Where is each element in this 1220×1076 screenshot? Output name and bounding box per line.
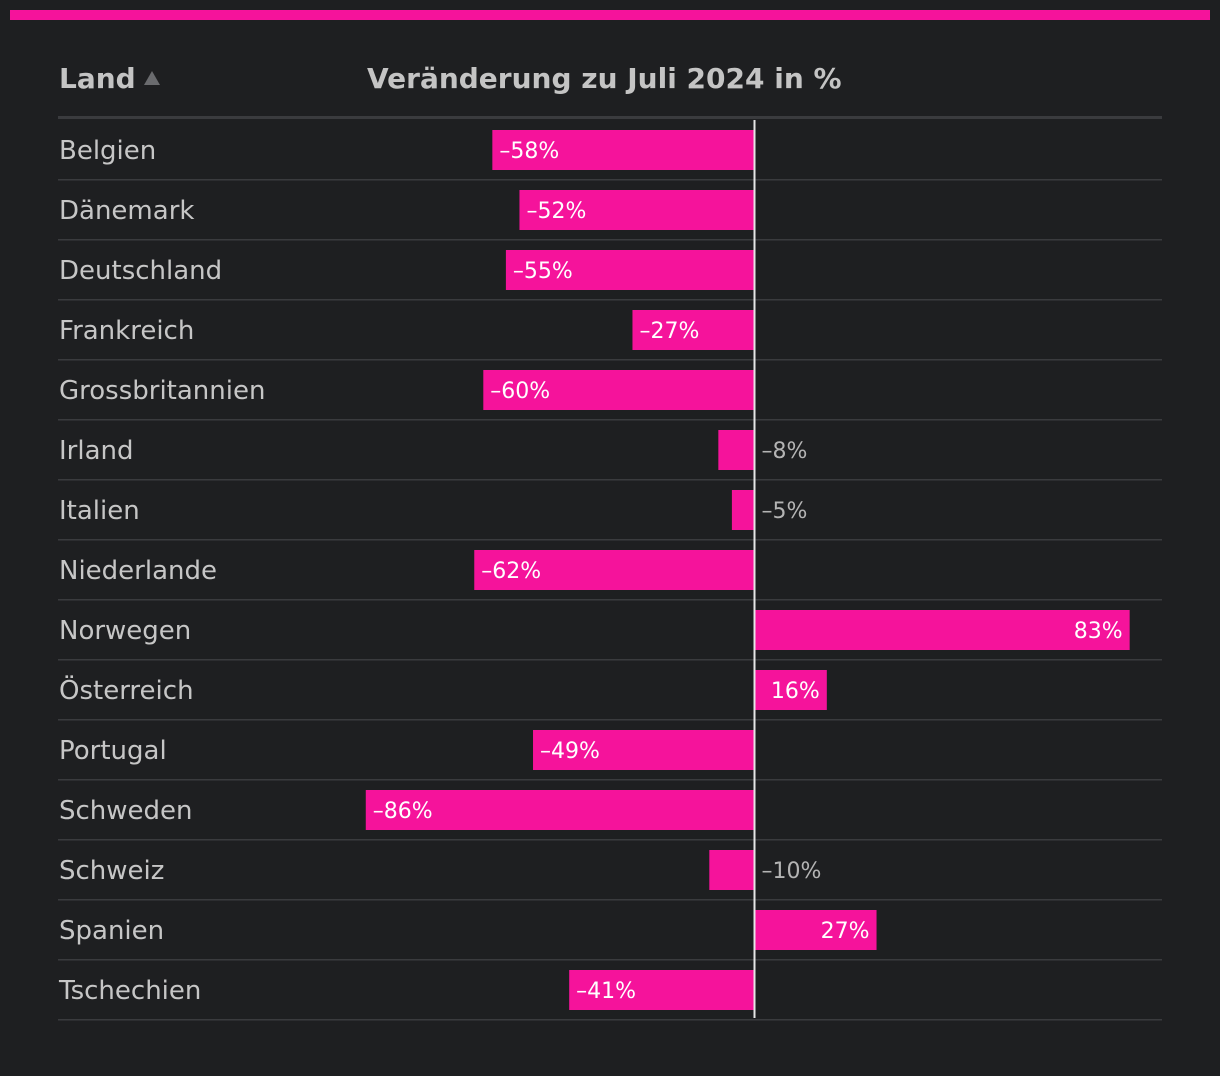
value-label: –62% [481,559,541,584]
value-label: –52% [526,199,586,224]
bar [754,910,877,950]
value-label: –8% [762,439,808,464]
bar [731,490,755,530]
row-divider [58,779,1162,781]
value-label: –5% [762,499,808,524]
row-divider [58,359,1162,361]
bar [718,430,755,470]
bar [492,130,755,170]
country-label: Dänemark [59,196,194,226]
country-label: Schweiz [59,856,164,886]
header-divider [58,116,1162,119]
bar [474,550,755,590]
value-label: –27% [639,319,699,344]
value-label: –86% [373,799,433,824]
bar [709,850,755,890]
value-label: –49% [540,739,600,764]
triangle-up-icon[interactable] [143,70,161,86]
country-label: Spanien [59,916,164,946]
bar [632,310,755,350]
bar [569,970,755,1010]
row-divider [58,839,1162,841]
row-divider [58,179,1162,181]
bar [505,250,755,290]
country-label: Niederlande [59,556,217,586]
column-header-country[interactable]: Land [59,62,136,95]
bar [533,730,755,770]
table-header: Land Veränderung zu Juli 2024 in % [0,0,1220,119]
bar [754,670,827,710]
country-label: Grossbritannien [59,376,265,406]
value-label: 16% [771,679,820,704]
row-divider [58,1019,1162,1021]
row-divider [58,479,1162,481]
country-label: Schweden [59,796,193,826]
bar [365,790,755,830]
row-divider [58,599,1162,601]
country-label: Norwegen [59,616,191,646]
top-accent-bar [10,10,1210,20]
value-label: –41% [576,979,636,1004]
country-label: Frankreich [59,316,194,346]
zero-axis-line [753,120,756,1018]
row-divider [58,299,1162,301]
value-label: 27% [821,919,870,944]
row-divider [58,899,1162,901]
row-divider [58,959,1162,961]
country-label: Portugal [59,736,167,766]
country-label: Deutschland [59,256,222,286]
country-label: Belgien [59,136,156,166]
value-label: 83% [1074,619,1123,644]
column-header-change: Veränderung zu Juli 2024 in % [367,62,842,95]
country-label: Italien [59,496,140,526]
value-label: –60% [490,379,550,404]
row-divider [58,659,1162,661]
country-label: Irland [59,436,134,466]
bar [483,370,755,410]
row-divider [58,419,1162,421]
row-divider [58,719,1162,721]
bar [754,610,1130,650]
value-label: –58% [499,139,559,164]
value-label: –10% [762,859,822,884]
row-divider [58,539,1162,541]
country-label: Tschechien [58,976,201,1006]
row-divider [58,239,1162,241]
country-label: Österreich [59,674,194,706]
bar [519,190,755,230]
value-label: –55% [513,259,573,284]
